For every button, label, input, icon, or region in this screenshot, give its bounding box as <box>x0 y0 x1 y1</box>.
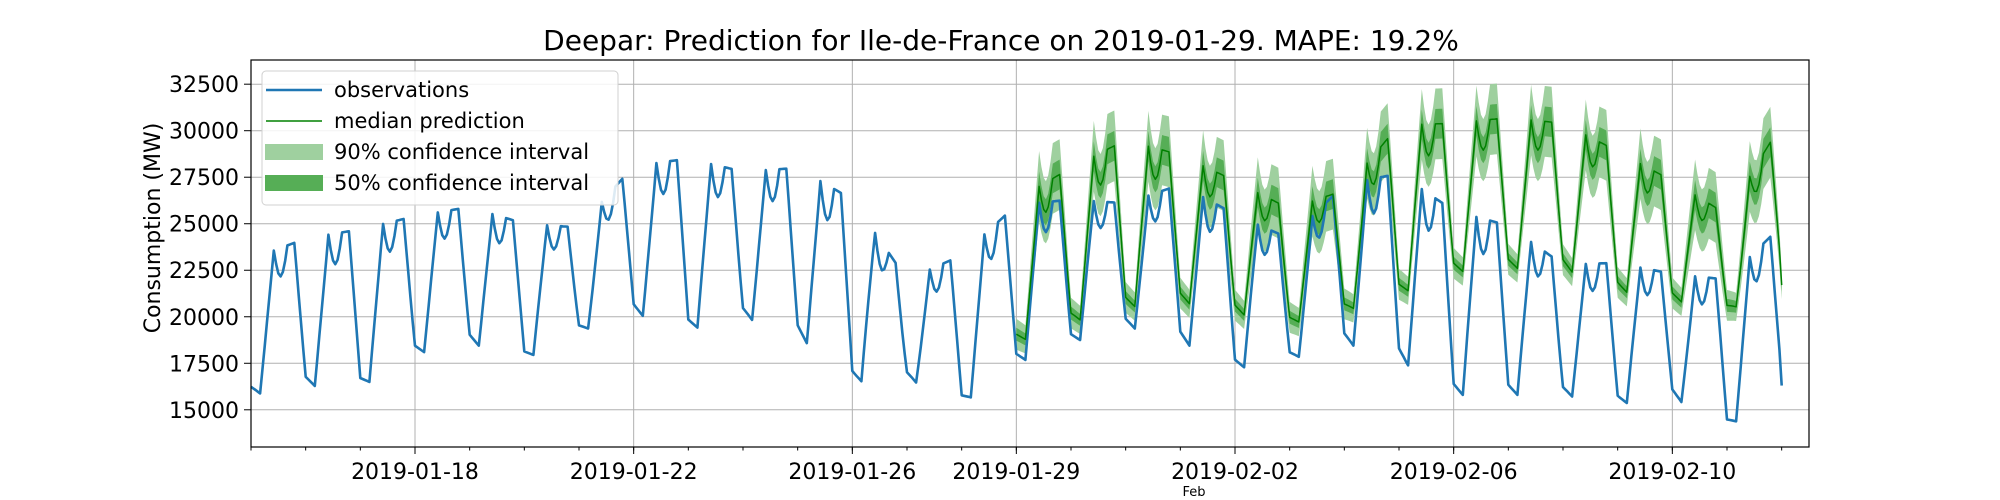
legend-swatch-band <box>265 144 323 160</box>
ci90-band <box>1016 83 1782 354</box>
plot-frame <box>250 59 1810 448</box>
y-tick-labels: 15000 17500 20000 22500 25000 27500 30000 32500 <box>169 73 239 424</box>
observations-layer <box>250 158 1783 423</box>
y-tick-label: 15000 <box>169 399 239 424</box>
y-tick-label: 17500 <box>169 352 239 377</box>
y-tick-label: 25000 <box>169 213 239 238</box>
ci50-band-layer <box>1016 104 1782 346</box>
x-tick-label: 2019-01-22 <box>570 460 698 485</box>
median-prediction-line <box>1015 118 1783 341</box>
x-tick-label: 2019-01-18 <box>351 460 479 485</box>
x-tick-label: 2019-02-02 <box>1171 460 1299 485</box>
median-layer <box>1015 118 1783 341</box>
x-minor-label: Feb <box>1182 485 1205 500</box>
legend-swatch-band <box>265 175 323 191</box>
legend-box <box>261 70 619 206</box>
y-tick-label: 32500 <box>169 73 239 98</box>
legend-label: 90% confidence interval <box>334 140 589 164</box>
y-tick-label: 30000 <box>169 120 239 145</box>
x-tick-labels: 2019-01-18 2019-01-22 2019-01-26 2019-01-29… <box>351 460 1736 485</box>
legend: observations median prediction 90% confide… <box>261 70 619 206</box>
ci90-band-layer <box>1016 83 1782 354</box>
legend-label: observations <box>334 78 469 102</box>
x-tick-label: 2019-01-26 <box>788 460 916 485</box>
y-tick-label: 22500 <box>169 259 239 284</box>
legend-label: 50% confidence interval <box>334 171 589 195</box>
observations-line <box>250 158 1783 423</box>
ci50-band <box>1016 104 1782 346</box>
x-tick-label: 2019-01-29 <box>952 460 1080 485</box>
chart-title: Deepar: Prediction for Ile-de-France on … <box>543 24 1459 57</box>
legend-label: median prediction <box>334 109 525 133</box>
axes-layer <box>244 59 1810 454</box>
y-tick-label: 20000 <box>169 306 239 331</box>
x-tick-label: 2019-02-10 <box>1608 460 1736 485</box>
y-tick-label: 27500 <box>169 166 239 191</box>
x-tick-label: 2019-02-06 <box>1390 460 1518 485</box>
y-axis-label: Consumption (MW) <box>141 123 166 334</box>
